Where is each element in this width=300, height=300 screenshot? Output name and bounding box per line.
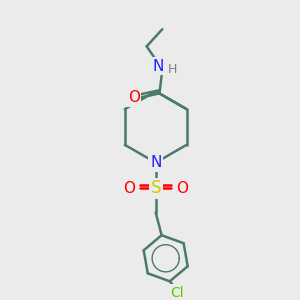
Text: N: N: [150, 155, 161, 170]
Text: S: S: [151, 179, 161, 197]
Text: H: H: [168, 63, 177, 76]
Text: O: O: [176, 181, 188, 196]
Text: N: N: [152, 59, 164, 74]
Text: O: O: [128, 90, 140, 105]
Text: O: O: [123, 181, 135, 196]
Text: Cl: Cl: [170, 286, 184, 300]
